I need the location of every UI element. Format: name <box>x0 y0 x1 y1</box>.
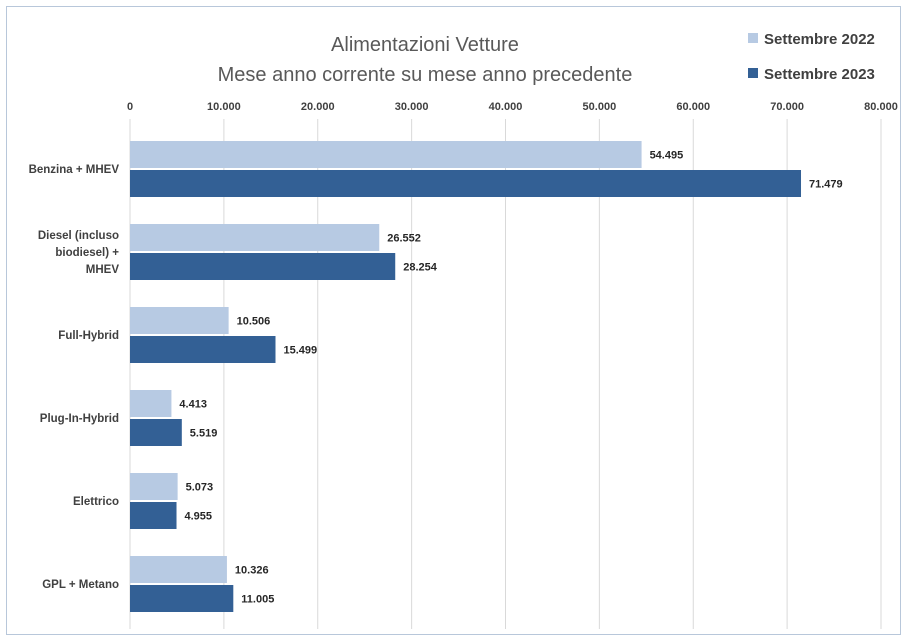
chart-title: Alimentazioni Vetture <box>331 34 519 56</box>
x-tick-label: 50.000 <box>583 101 617 113</box>
data-labels: 54.495 71.479 26.552 28.254 10.506 15.499 4.41… <box>179 150 842 606</box>
category-label: Plug-In-Hybrid <box>40 413 119 425</box>
x-tick-label: 70.000 <box>770 101 804 113</box>
legend-label-2023: Settembre 2023 <box>764 66 875 83</box>
legend-swatch-2022 <box>748 33 758 43</box>
data-label: 10.326 <box>235 565 269 577</box>
bar <box>130 336 276 363</box>
bar <box>130 419 182 446</box>
category-label: Diesel (incluso biodiesel) + MHEV <box>38 230 119 276</box>
data-label: 4.413 <box>179 399 207 411</box>
data-label: 71.479 <box>809 179 843 191</box>
bar <box>130 473 178 500</box>
x-tick-label: 80.000 <box>864 101 898 113</box>
bar <box>130 307 229 334</box>
data-label: 5.073 <box>186 482 214 494</box>
legend-swatch-2023 <box>748 68 758 78</box>
bar <box>130 585 234 612</box>
data-label: 54.495 <box>650 150 684 162</box>
legend-label-2022: Settembre 2022 <box>764 31 875 48</box>
category-label: GPL + Metano <box>42 579 119 591</box>
bar <box>130 502 177 529</box>
chart-subtitle: Mese anno corrente su mese anno preceden… <box>218 64 633 86</box>
bar <box>130 170 802 197</box>
bar <box>130 253 396 280</box>
y-axis-categories: Benzina + MHEV Diesel (incluso biodiesel) … <box>29 164 120 591</box>
legend: Settembre 2022 Settembre 2023 <box>748 31 875 83</box>
data-label: 26.552 <box>387 233 421 245</box>
gridlines <box>129 119 882 629</box>
data-label: 15.499 <box>283 345 317 357</box>
category-label: Elettrico <box>73 496 119 508</box>
bars <box>130 141 802 612</box>
bar <box>130 556 227 583</box>
data-label: 5.519 <box>190 428 218 440</box>
x-tick-label: 30.000 <box>395 101 429 113</box>
x-tick-label: 10.000 <box>207 101 241 113</box>
data-label: 10.506 <box>237 316 271 328</box>
chart-frame: 0 10.000 20.000 30.000 40.000 50.000 60.000 70.… <box>6 6 901 635</box>
category-label: Benzina + MHEV <box>29 164 120 176</box>
data-label: 28.254 <box>403 262 438 274</box>
category-label: Full-Hybrid <box>58 330 119 342</box>
bar-chart: 0 10.000 20.000 30.000 40.000 50.000 60.000 70.… <box>29 31 898 629</box>
bar <box>130 224 380 251</box>
data-label: 4.955 <box>185 511 213 523</box>
bar <box>130 141 642 168</box>
x-tick-label: 60.000 <box>676 101 710 113</box>
data-label: 11.005 <box>241 594 274 606</box>
bar <box>130 390 172 417</box>
x-tick-label: 40.000 <box>489 101 523 113</box>
x-tick-label: 20.000 <box>301 101 335 113</box>
x-axis-ticks: 0 10.000 20.000 30.000 40.000 50.000 60.000 70.… <box>127 101 898 113</box>
x-tick-label: 0 <box>127 101 133 113</box>
